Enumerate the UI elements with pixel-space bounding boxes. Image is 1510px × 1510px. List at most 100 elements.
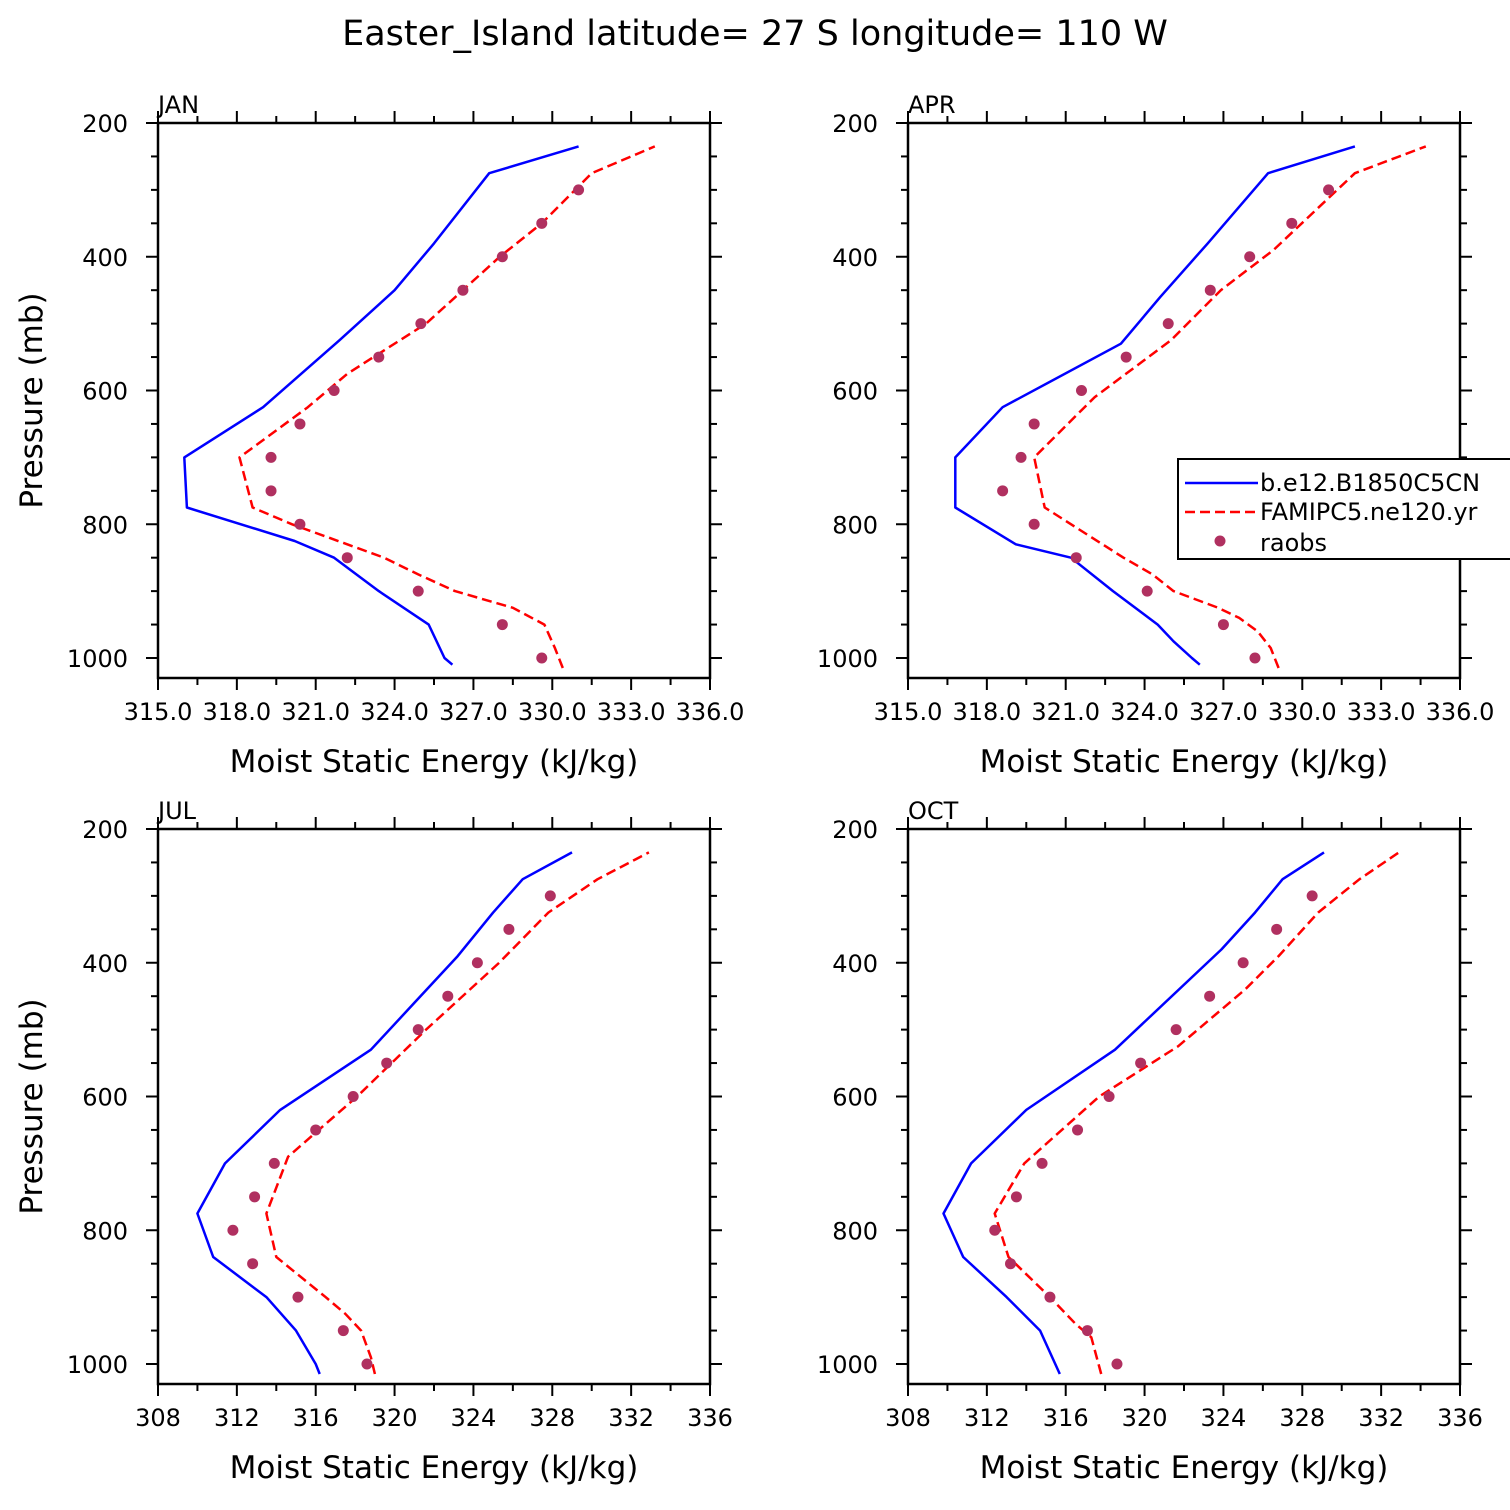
plot-frame xyxy=(156,121,712,680)
raobs-point xyxy=(265,485,277,497)
raobs-point xyxy=(1217,619,1229,631)
raobs-point xyxy=(496,619,508,631)
raobs-point xyxy=(412,585,424,597)
y-tick-label: 200 xyxy=(82,110,128,138)
series-line-b-e12 xyxy=(954,145,1356,666)
raobs-point xyxy=(1072,1124,1084,1136)
raobs-point xyxy=(1237,957,1249,969)
x-tick-label: 324.0 xyxy=(1110,698,1179,726)
y-tick-label: 1000 xyxy=(67,645,128,673)
panels: JAN 315.0 318.0 321.0 324.0 327.0 330.0 333.0 33… xyxy=(14,91,1510,1486)
panel-jan: JAN 315.0 318.0 321.0 324.0 327.0 330.0 333.0 33… xyxy=(14,91,744,780)
series-line-famipc5 xyxy=(1032,145,1427,669)
y-tick-label: 600 xyxy=(82,378,128,406)
panel-title: APR xyxy=(908,91,956,119)
x-tick-label: 333.0 xyxy=(1347,698,1416,726)
x-tick-label: 321.0 xyxy=(281,698,350,726)
raobs-point xyxy=(412,1024,424,1036)
raobs-point xyxy=(1244,251,1256,263)
panel-oct: OCT 308 312 316 320 324 328 332 336 200 400 600 800 1… xyxy=(817,797,1483,1486)
raobs-point xyxy=(337,1325,349,1337)
raobs-point xyxy=(1286,217,1298,229)
x-tick-label: 333.0 xyxy=(597,698,666,726)
x-tick-label: 324 xyxy=(451,1404,497,1432)
x-axis-label: Moist Static Energy (kJ/kg) xyxy=(980,1450,1389,1486)
x-tick-label: 336 xyxy=(1437,1404,1483,1432)
y-tick-label: 400 xyxy=(82,950,128,978)
y-tick-label: 1000 xyxy=(67,1351,128,1379)
x-tick-label: 327.0 xyxy=(1189,698,1258,726)
x-tick-label: 336.0 xyxy=(1426,698,1495,726)
y-axis-label: Pressure (mb) xyxy=(14,292,50,508)
x-tick-label: 316 xyxy=(1043,1404,1089,1432)
x-tick-label: 328 xyxy=(1279,1404,1325,1432)
y-tick-label: 1000 xyxy=(817,1351,878,1379)
raobs-point xyxy=(1070,552,1082,564)
raobs-point xyxy=(310,1124,322,1136)
legend-label: raobs xyxy=(1260,529,1327,557)
x-tick-label: 328 xyxy=(529,1404,575,1432)
raobs-point xyxy=(1323,184,1335,196)
raobs-point xyxy=(1036,1157,1048,1169)
y-tick-label: 400 xyxy=(82,244,128,272)
raobs-point xyxy=(347,1091,359,1102)
raobs-point xyxy=(1028,518,1040,530)
series-line-b-e12 xyxy=(942,851,1325,1375)
x-axis-label: Moist Static Energy (kJ/kg) xyxy=(980,744,1389,780)
x-tick-label: 320 xyxy=(372,1404,418,1432)
y-axis-label: Pressure (mb) xyxy=(14,998,50,1214)
raobs-point xyxy=(292,1291,304,1303)
raobs-point xyxy=(1162,318,1174,330)
x-tick-label: 332 xyxy=(608,1404,654,1432)
raobs-point xyxy=(373,351,385,363)
x-tick-label: 324 xyxy=(1201,1404,1247,1432)
x-tick-label: 336 xyxy=(687,1404,733,1432)
raobs-point xyxy=(573,184,585,196)
y-tick-label: 400 xyxy=(832,244,878,272)
x-tick-label: 318.0 xyxy=(202,698,271,726)
raobs-point xyxy=(1075,385,1087,396)
figure-title: Easter_Island latitude= 27 S longitude= … xyxy=(342,14,1168,54)
x-tick-label: 320 xyxy=(1122,1404,1168,1432)
y-tick-label: 600 xyxy=(832,1084,878,1112)
y-tick-label: 800 xyxy=(82,1217,128,1245)
series-line-b-e12 xyxy=(183,145,579,666)
raobs-point xyxy=(503,923,515,935)
x-tick-label: 316 xyxy=(293,1404,339,1432)
raobs-point xyxy=(457,284,469,296)
raobs-point xyxy=(1170,1024,1182,1036)
raobs-point xyxy=(1120,351,1132,363)
raobs-point xyxy=(1204,284,1216,296)
legend-label: FAMIPC5.ne120.yr xyxy=(1260,498,1478,526)
plot-frame xyxy=(156,827,712,1386)
y-tick-label: 1000 xyxy=(817,645,878,673)
raobs-point xyxy=(1141,585,1153,597)
raobs-point xyxy=(294,518,306,530)
y-tick-label: 800 xyxy=(832,511,878,539)
raobs-point xyxy=(268,1157,280,1169)
raobs-point xyxy=(442,990,454,1002)
x-tick-label: 312 xyxy=(964,1404,1010,1432)
raobs-point xyxy=(496,251,508,263)
panel-apr: APR 315.0 318.0 321.0 324.0 327.0 330.0 333.0 33… xyxy=(817,91,1494,780)
raobs-point xyxy=(361,1358,373,1370)
x-tick-label: 321.0 xyxy=(1031,698,1100,726)
x-axis-label: Moist Static Energy (kJ/kg) xyxy=(230,1450,639,1486)
series-line-famipc5 xyxy=(238,145,656,669)
raobs-point xyxy=(1044,1291,1056,1303)
x-tick-label: 315.0 xyxy=(124,698,193,726)
raobs-point xyxy=(1204,990,1216,1002)
raobs-point xyxy=(328,385,340,396)
x-tick-label: 308 xyxy=(135,1404,181,1432)
y-tick-label: 600 xyxy=(82,1084,128,1112)
raobs-point xyxy=(1010,1191,1022,1203)
x-axis-label: Moist Static Energy (kJ/kg) xyxy=(230,744,639,780)
x-tick-label: 330.0 xyxy=(1268,698,1337,726)
raobs-point xyxy=(536,652,548,664)
x-tick-label: 315.0 xyxy=(874,698,943,726)
raobs-point xyxy=(1249,652,1261,664)
raobs-point xyxy=(1271,923,1283,935)
y-tick-label: 800 xyxy=(832,1217,878,1245)
plot-frame xyxy=(906,827,1462,1386)
